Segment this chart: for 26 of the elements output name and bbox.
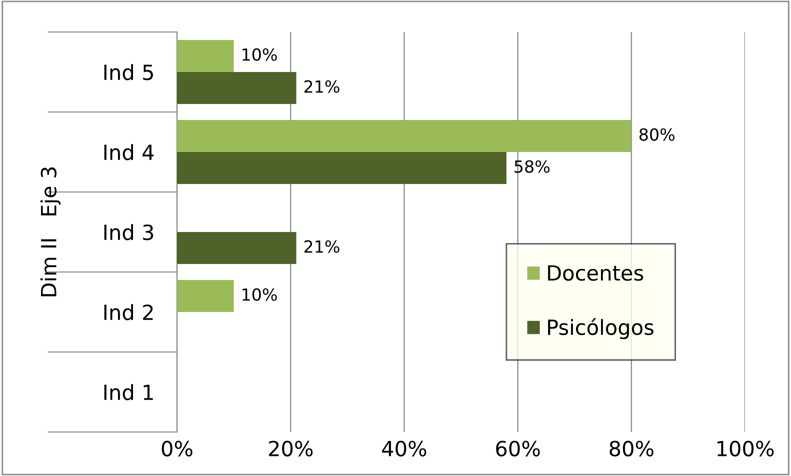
data-label: 10% bbox=[242, 48, 277, 61]
x-tick-label: 80% bbox=[610, 440, 654, 456]
x-tick-label: 100% bbox=[718, 440, 774, 456]
y-tick-label: Ind 2 bbox=[104, 304, 153, 320]
bar bbox=[177, 120, 632, 152]
data-label: 10% bbox=[242, 288, 277, 301]
x-tick-label: 40% bbox=[382, 440, 426, 456]
x-tick-label: 20% bbox=[268, 440, 313, 456]
bar bbox=[177, 40, 234, 72]
x-tick-label: 60% bbox=[496, 440, 540, 456]
bar bbox=[177, 232, 296, 264]
y-axis-title: Dim II Eje 3 bbox=[40, 167, 61, 296]
legend-label: Psicólogos bbox=[548, 318, 654, 340]
y-tick-label: Ind 1 bbox=[104, 384, 153, 400]
bar bbox=[177, 152, 506, 184]
y-tick-label: Ind 5 bbox=[104, 64, 153, 80]
data-label: 58% bbox=[514, 160, 550, 173]
y-tick-label: Ind 3 bbox=[104, 224, 154, 240]
data-label: 80% bbox=[639, 128, 674, 141]
data-label: 21% bbox=[304, 240, 340, 253]
bar bbox=[177, 72, 296, 104]
x-tick-label: 0% bbox=[162, 440, 192, 456]
legend-label: Docentes bbox=[548, 265, 644, 281]
y-tick-label: Ind 4 bbox=[104, 144, 154, 160]
data-label: 21% bbox=[304, 80, 340, 93]
bar bbox=[177, 280, 234, 312]
